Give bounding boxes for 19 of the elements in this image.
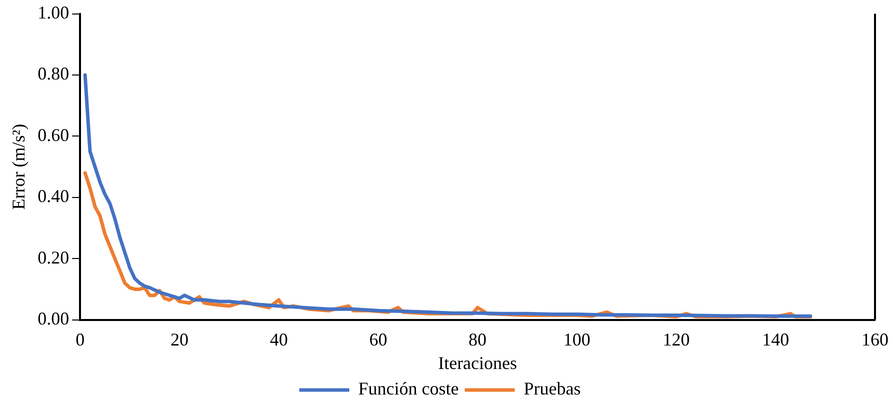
x-tick-label: 140: [762, 329, 790, 350]
x-tick-label: 40: [270, 329, 288, 350]
y-tick-label: 0.20: [38, 247, 70, 268]
y-tick-label: 0.40: [38, 186, 70, 206]
y-tick-label: 0.00: [38, 308, 70, 329]
x-tick-label: 100: [563, 329, 590, 350]
x-tick-label: 160: [862, 329, 888, 350]
y-tick-label: 0.80: [38, 64, 70, 84]
x-tick-label: 80: [468, 329, 487, 350]
y-axis-title: Error (m/s²): [8, 124, 29, 210]
x-axis-title: Iteraciones: [438, 352, 518, 373]
y-tick-label: 0.60: [38, 124, 70, 145]
x-tick-label: 120: [662, 329, 690, 350]
x-tick-label: 0: [76, 329, 85, 350]
x-tick-label: 60: [369, 329, 388, 350]
x-tick-label: 20: [170, 329, 188, 350]
y-tick-label: 1.00: [38, 2, 70, 23]
legend-label: Función coste: [358, 378, 459, 399]
legend-label: Pruebas: [524, 378, 581, 399]
